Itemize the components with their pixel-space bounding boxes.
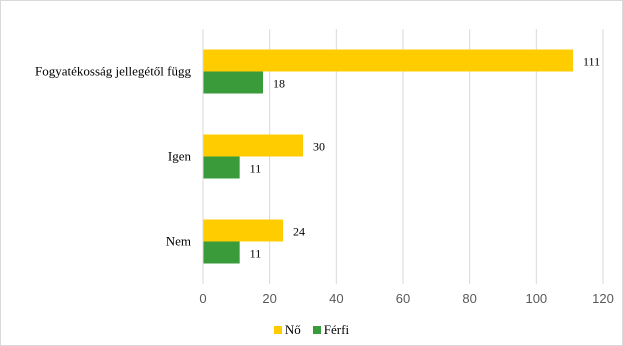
data-label: 11 xyxy=(250,162,262,176)
x-tick-label: 20 xyxy=(262,291,276,306)
x-tick-label: 40 xyxy=(329,291,343,306)
bars xyxy=(202,29,573,284)
bar-no xyxy=(203,219,283,242)
bar-ferfi xyxy=(203,71,263,94)
legend: Nő Férfi xyxy=(1,322,622,338)
x-tick-label: 120 xyxy=(592,291,614,306)
legend-item: Nő xyxy=(273,322,301,338)
bar-no xyxy=(203,134,303,157)
bar-no xyxy=(203,49,573,72)
legend-swatch xyxy=(273,326,282,334)
legend-label: Férfi xyxy=(323,322,350,337)
data-label: 11 xyxy=(250,247,262,261)
x-tick-label: 100 xyxy=(525,291,547,306)
bar-chart: 0 20 40 60 80 100 120 Fogyatékosság jellegétől … xyxy=(35,29,614,307)
legend-label: Nő xyxy=(284,322,301,337)
data-label: 18 xyxy=(273,77,285,91)
data-label: 111 xyxy=(583,55,600,69)
labels: 0 20 40 60 80 100 120 Fogyatékosság jellegétől … xyxy=(35,55,614,307)
x-tick-label: 0 xyxy=(199,291,206,306)
legend-swatch xyxy=(312,326,321,334)
x-tick-label: 80 xyxy=(462,291,476,306)
category-label: Fogyatékosság jellegétől függ xyxy=(35,64,191,79)
legend-item: Férfi xyxy=(312,322,350,338)
data-label: 30 xyxy=(313,140,325,154)
bar-ferfi xyxy=(203,241,240,264)
category-label: Nem xyxy=(166,234,191,249)
category-label: Igen xyxy=(168,149,192,164)
bar-ferfi xyxy=(203,156,240,179)
x-tick-label: 60 xyxy=(396,291,410,306)
data-label: 24 xyxy=(293,225,305,239)
